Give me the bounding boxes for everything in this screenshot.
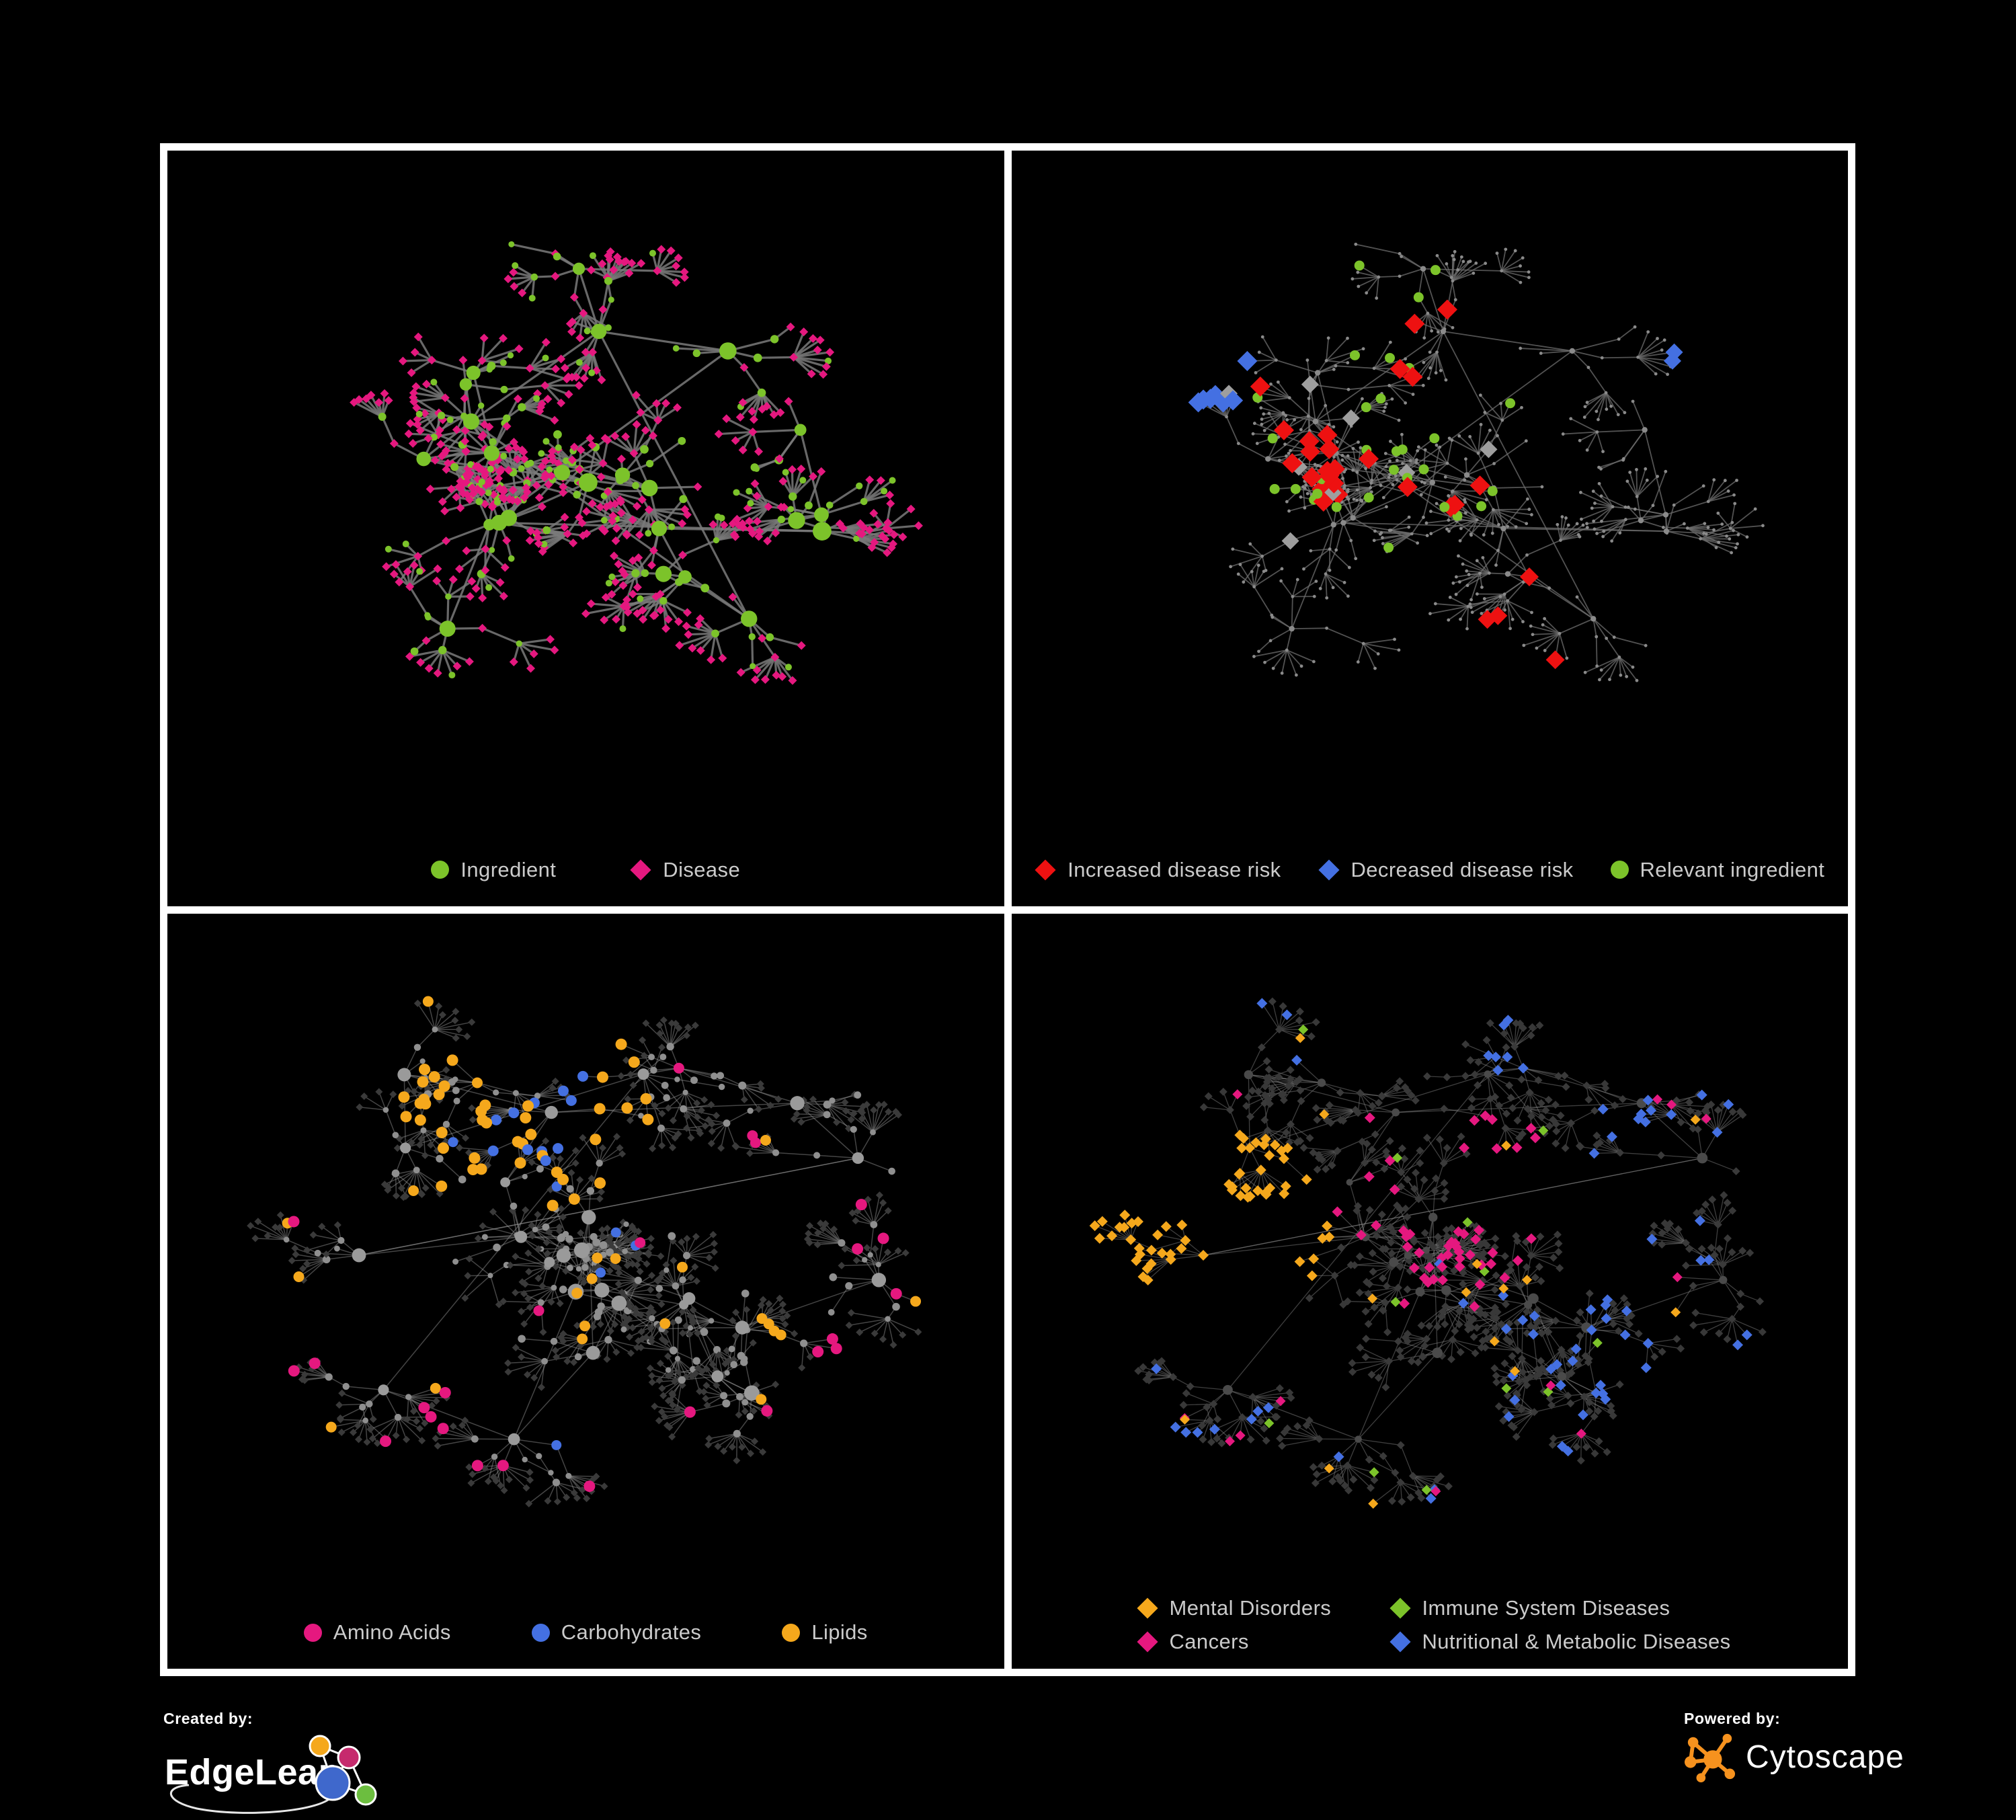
edgeleap-credit: Created by: EdgeLeap xyxy=(163,1710,395,1814)
disease-categories-network-graph xyxy=(1089,996,1767,1509)
legend-swatch-diamond-icon xyxy=(1136,1631,1158,1653)
edgeleap-swoosh xyxy=(169,1784,334,1814)
powered-by-label: Powered by: xyxy=(1684,1710,1781,1727)
legend-item: Cancers xyxy=(1136,1630,1389,1654)
legend-swatch-circle-icon xyxy=(782,1623,801,1642)
legend-row: Amino Acids Carbohydrates Lipids xyxy=(167,1620,1004,1645)
legend-label: Decreased disease risk xyxy=(1350,857,1574,881)
edgeleap-node-green xyxy=(354,1783,377,1806)
legend-label: Increased disease risk xyxy=(1067,857,1281,881)
legend-label: Lipids xyxy=(811,1620,868,1644)
legend-swatch-diamond-icon xyxy=(630,859,651,881)
cytoscape-credit: Powered by: Cytoscape xyxy=(1684,1710,1904,1783)
legend-swatch-diamond-icon xyxy=(1035,859,1056,881)
edgeleap-node-magenta xyxy=(337,1745,361,1770)
legend-row: Increased disease risk Decreased disease … xyxy=(1012,858,1849,882)
panel-disease-categories-network: Mental Disorders Immune System Diseases Ca… xyxy=(1011,913,1848,1669)
legend-item: Increased disease risk xyxy=(1035,858,1281,882)
legend-swatch-diamond-icon xyxy=(1389,1597,1411,1619)
legend-item: Lipids xyxy=(782,1620,867,1645)
legend-item: Amino Acids xyxy=(303,1620,451,1645)
legend-row: Mental Disorders Immune System Diseases Ca… xyxy=(1136,1596,1731,1654)
legend-label: Carbohydrates xyxy=(561,1620,702,1644)
legend-swatch-diamond-icon xyxy=(1318,859,1340,881)
cytoscape-lockup: Cytoscape xyxy=(1684,1731,1904,1783)
legend-swatch-circle-icon xyxy=(531,1623,550,1642)
legend-item: Immune System Diseases xyxy=(1389,1596,1731,1620)
legend-item: Relevant ingredient xyxy=(1610,857,1825,882)
legend-item: Mental Disorders xyxy=(1136,1596,1389,1620)
legend-label: Relevant ingredient xyxy=(1640,857,1825,881)
ingredient-disease-network-graph xyxy=(350,241,923,685)
legend-row: Ingredient Disease xyxy=(167,858,1004,882)
cytoscape-logo-icon xyxy=(1684,1733,1736,1783)
legend-label: Ingredient xyxy=(460,857,557,881)
edgeleap-wordmark: EdgeLeap xyxy=(165,1752,341,1792)
disease-risk-network-graph xyxy=(1188,242,1765,682)
legend-label: Disease xyxy=(663,857,741,881)
legend-swatch-circle-icon xyxy=(303,1623,322,1642)
legend-swatch-circle-icon xyxy=(431,861,450,879)
legend-item: Nutritional & Metabolic Diseases xyxy=(1389,1630,1731,1654)
legend-swatch-diamond-icon xyxy=(1389,1631,1411,1653)
edgeleap-node-blue xyxy=(315,1765,351,1801)
legend-label: Mental Disorders xyxy=(1169,1596,1332,1620)
created-by-label: Created by: xyxy=(163,1710,253,1727)
edgeleap-node-orange xyxy=(309,1735,331,1757)
legend-item: Carbohydrates xyxy=(531,1620,702,1645)
panel-ingredient-classes-network: Amino Acids Carbohydrates Lipids xyxy=(167,913,1004,1669)
legend-item: Ingredient xyxy=(431,858,556,882)
legend-label: Immune System Diseases xyxy=(1422,1596,1670,1620)
legend-item: Decreased disease risk xyxy=(1318,858,1574,882)
legend-label: Cancers xyxy=(1169,1630,1249,1653)
legend-swatch-circle-icon xyxy=(1610,861,1629,879)
edgeleap-logo: EdgeLeap xyxy=(165,1735,377,1814)
legend-swatch-diamond-icon xyxy=(1136,1597,1158,1619)
panel-disease-risk-network: Increased disease risk Decreased disease … xyxy=(1011,151,1849,906)
cytoscape-wordmark: Cytoscape xyxy=(1746,1739,1904,1775)
panel-grid: Ingredient Disease Increased disease risk… xyxy=(160,143,1855,1676)
legend-label: Nutritional & Metabolic Diseases xyxy=(1422,1630,1731,1653)
legend-item: Disease xyxy=(630,858,740,882)
legend-label: Amino Acids xyxy=(333,1620,451,1644)
ingredient-classes-network-graph xyxy=(247,995,922,1507)
panel-ingredient-disease-network: Ingredient Disease xyxy=(167,151,1004,906)
